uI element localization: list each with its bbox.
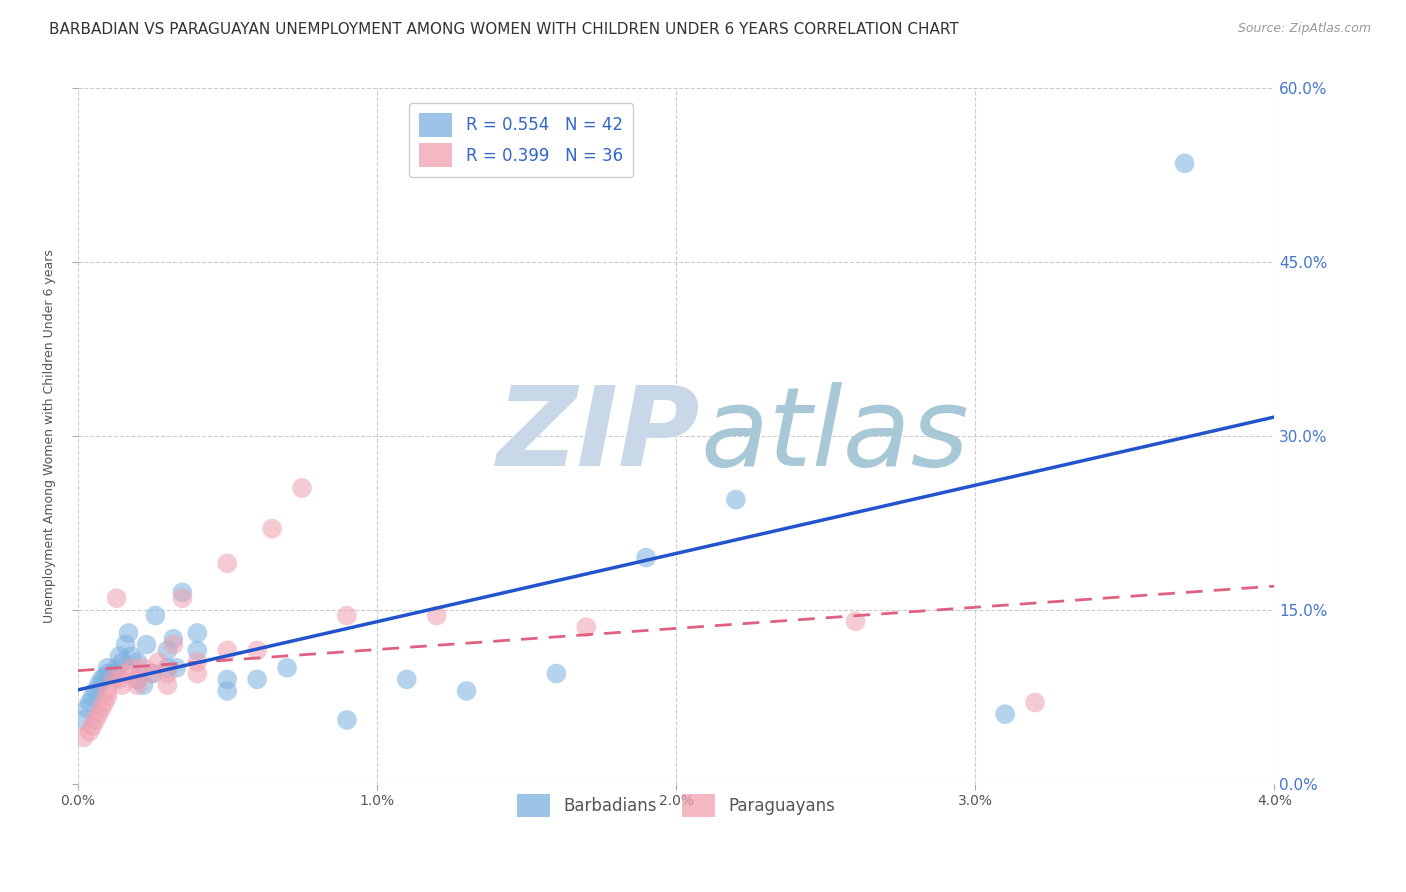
Point [336, 713, 359, 727]
Point [156, 643, 179, 657]
Point [141, 666, 163, 681]
Point [121, 649, 143, 664]
Point [336, 608, 359, 623]
Point [79, 724, 101, 739]
Point [103, 666, 125, 681]
Point [108, 649, 131, 664]
Point [141, 666, 163, 681]
Text: BARBADIAN VS PARAGUAYAN UNEMPLOYMENT AMONG WOMEN WITH CHILDREN UNDER 6 YEARS COR: BARBADIAN VS PARAGUAYAN UNEMPLOYMENT AMO… [49, 22, 959, 37]
Point [162, 632, 184, 646]
Point [186, 655, 208, 669]
Point [72, 731, 94, 745]
Point [97, 666, 120, 681]
Point [217, 643, 239, 657]
Y-axis label: Unemployment Among Women with Children Under 6 years: Unemployment Among Women with Children U… [44, 249, 56, 623]
Point [114, 638, 136, 652]
Point [90, 701, 112, 715]
Text: ZIP: ZIP [496, 383, 700, 490]
Point [186, 666, 208, 681]
Point [87, 678, 110, 692]
Point [111, 655, 134, 669]
Point [291, 481, 314, 495]
Text: Source: ZipAtlas.com: Source: ZipAtlas.com [1237, 22, 1371, 36]
Point [636, 550, 658, 565]
Point [172, 585, 194, 599]
Point [145, 608, 167, 623]
Point [1024, 696, 1046, 710]
Point [186, 643, 208, 657]
Point [90, 673, 112, 687]
Point [111, 678, 134, 692]
Point [456, 684, 478, 698]
Point [156, 678, 179, 692]
Point [84, 713, 107, 727]
Point [97, 690, 120, 704]
Point [105, 661, 128, 675]
Point [246, 643, 269, 657]
Point [165, 661, 187, 675]
Point [162, 638, 184, 652]
Point [217, 673, 239, 687]
Point [97, 661, 120, 675]
Point [127, 678, 149, 692]
Point [117, 626, 139, 640]
Point [127, 673, 149, 687]
Point [84, 684, 107, 698]
Legend: Barbadians, Paraguayans: Barbadians, Paraguayans [510, 788, 842, 824]
Point [132, 678, 155, 692]
Point [395, 673, 418, 687]
Point [103, 673, 125, 687]
Text: atlas: atlas [700, 383, 969, 490]
Point [82, 719, 104, 733]
Point [217, 557, 239, 571]
Point [217, 684, 239, 698]
Point [546, 666, 568, 681]
Point [127, 673, 149, 687]
Point [186, 626, 208, 640]
Point [156, 661, 179, 675]
Point [575, 620, 598, 634]
Point [994, 707, 1017, 722]
Point [93, 696, 115, 710]
Point [87, 707, 110, 722]
Point [1174, 156, 1197, 170]
Point [135, 638, 157, 652]
Point [82, 690, 104, 704]
Point [724, 492, 747, 507]
Point [76, 701, 98, 715]
Point [148, 655, 170, 669]
Point [276, 661, 298, 675]
Point [114, 666, 136, 681]
Point [121, 661, 143, 675]
Point [172, 591, 194, 606]
Point [262, 522, 284, 536]
Point [127, 655, 149, 669]
Point [108, 673, 131, 687]
Point [97, 684, 120, 698]
Point [844, 615, 866, 629]
Point [79, 696, 101, 710]
Point [105, 591, 128, 606]
Point [72, 713, 94, 727]
Point [426, 608, 449, 623]
Point [246, 673, 269, 687]
Point [156, 666, 179, 681]
Point [132, 661, 155, 675]
Point [93, 670, 115, 684]
